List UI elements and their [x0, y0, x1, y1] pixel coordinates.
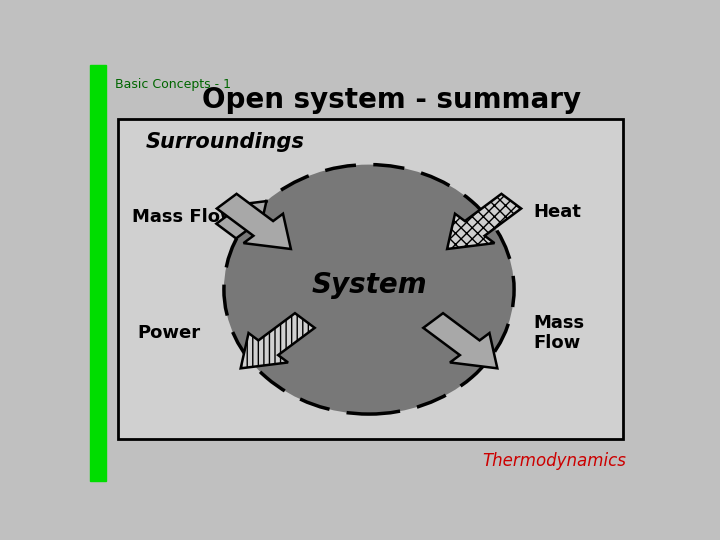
Bar — [118, 119, 623, 439]
Text: Power: Power — [138, 324, 201, 342]
Bar — [90, 65, 106, 481]
FancyArrow shape — [447, 194, 521, 249]
FancyArrow shape — [240, 313, 315, 368]
Text: System: System — [311, 271, 427, 299]
Text: Open system - summary: Open system - summary — [202, 86, 581, 114]
FancyArrow shape — [217, 194, 291, 249]
FancyArrow shape — [217, 201, 266, 239]
Text: Mass
Flow: Mass Flow — [534, 314, 585, 352]
Text: Surroundings: Surroundings — [145, 132, 305, 152]
FancyArrow shape — [423, 313, 498, 368]
Text: Thermodynamics: Thermodynamics — [482, 452, 626, 470]
Text: Heat: Heat — [534, 204, 582, 221]
Ellipse shape — [224, 165, 514, 414]
Text: Basic Concepts - 1: Basic Concepts - 1 — [115, 78, 231, 91]
Text: Mass Flow: Mass Flow — [132, 207, 236, 226]
